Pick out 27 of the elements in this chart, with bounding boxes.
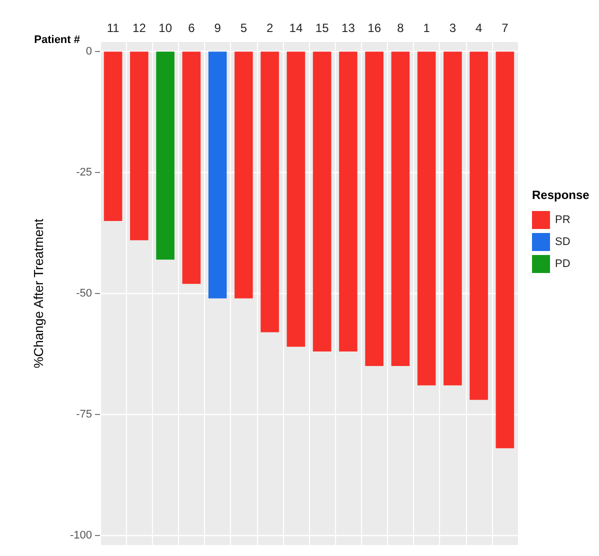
x-tick-label: 6 bbox=[188, 21, 196, 35]
y-tick-label: 0 bbox=[86, 46, 92, 58]
y-tick-label: -100 bbox=[70, 529, 92, 542]
legend-title: Response bbox=[532, 188, 590, 202]
x-tick-label: 16 bbox=[368, 21, 382, 35]
x-axis-title: Patient # bbox=[34, 34, 80, 46]
legend-label: SD bbox=[555, 236, 570, 248]
y-tick-label: -75 bbox=[76, 408, 92, 420]
x-tick-label: 13 bbox=[342, 21, 356, 35]
x-tick-label: 4 bbox=[475, 21, 482, 35]
legend-label: PR bbox=[555, 214, 570, 226]
x-tick-label: 12 bbox=[132, 21, 146, 35]
y-tick-label: -25 bbox=[76, 166, 92, 179]
x-tick-label: 2 bbox=[266, 21, 274, 35]
x-tick-label: 11 bbox=[106, 21, 120, 35]
x-tick-label: 3 bbox=[449, 21, 456, 35]
x-tick-label: 9 bbox=[214, 21, 222, 35]
legend-label: PD bbox=[555, 258, 570, 270]
x-tick-label: 7 bbox=[502, 21, 509, 35]
y-axis-title: %Change After Treatment bbox=[31, 218, 46, 368]
x-tick-label: 8 bbox=[397, 21, 404, 35]
y-tick-label: -50 bbox=[76, 288, 92, 300]
x-tick-label: 1 bbox=[423, 21, 430, 35]
x-tick-label: 5 bbox=[240, 21, 248, 35]
x-tick-label: 15 bbox=[315, 21, 330, 35]
x-tick-label: 10 bbox=[158, 21, 172, 35]
x-tick-label: 14 bbox=[289, 21, 303, 35]
